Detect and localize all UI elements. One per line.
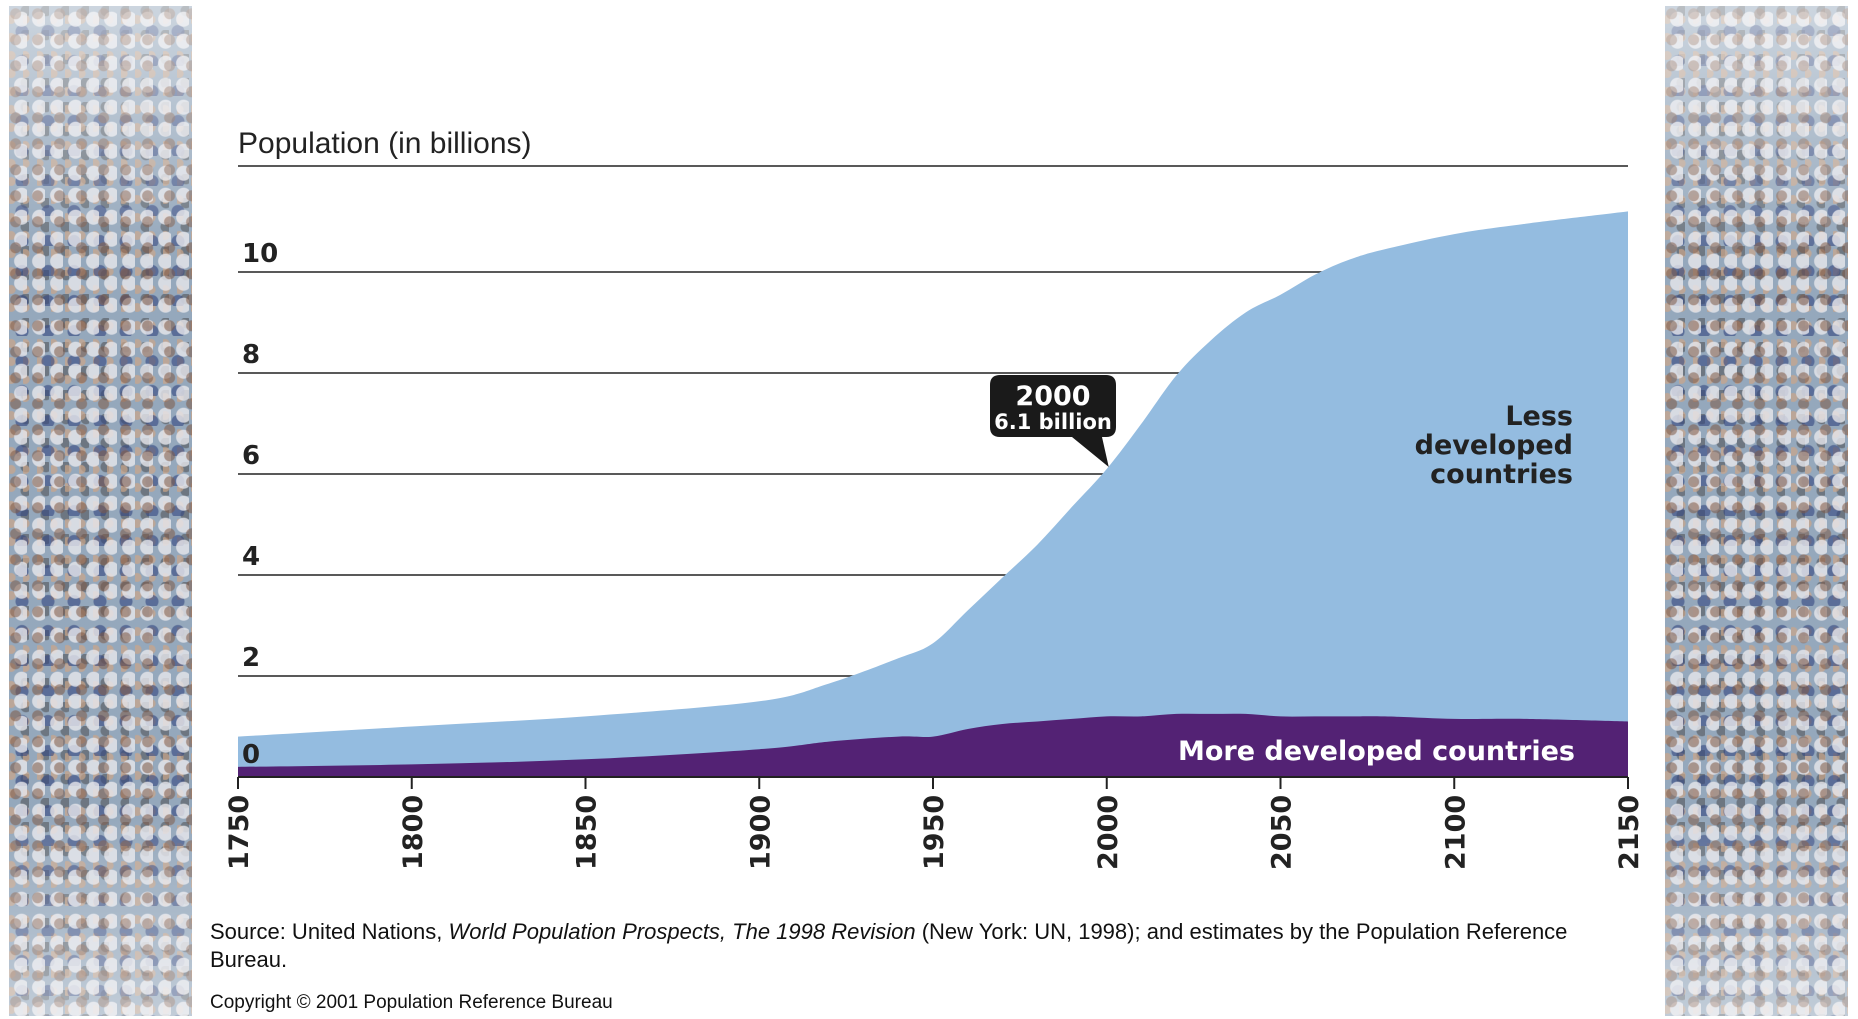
y-tick-label-2: 2 — [242, 643, 260, 673]
x-tick-label-1800: 1800 — [398, 795, 429, 870]
y-tick-label-6: 6 — [242, 441, 260, 471]
copyright-note: Copyright © 2001 Population Reference Bu… — [210, 992, 613, 1013]
y-tick-label-8: 8 — [242, 340, 260, 370]
y-tick-label-0: 0 — [242, 740, 260, 770]
series-label-line-1: Less — [1505, 401, 1573, 432]
area-more-developed — [238, 713, 1628, 777]
y-tick-label-10: 10 — [242, 239, 278, 269]
callout-value: 6.1 billion — [994, 410, 1112, 434]
x-axis: 1750 1800 1850 1900 1950 2000 2050 2100 2150 — [224, 776, 1645, 870]
x-tick-label-1950: 1950 — [919, 795, 950, 870]
source-note: Source: United Nations, World Population… — [210, 918, 1650, 974]
area-series — [238, 211, 1628, 777]
callout-bubble — [990, 375, 1116, 467]
callout-year: 2000 — [1015, 381, 1090, 412]
x-tick-label-2100: 2100 — [1440, 795, 1471, 870]
crowd-photo-right — [1665, 6, 1848, 1016]
source-title: World Population Prospects, The 1998 Rev… — [448, 919, 916, 944]
source-suffix: (New York: UN, 1998); and estimates by t… — [210, 919, 1568, 972]
x-tick-label-2150: 2150 — [1614, 795, 1645, 870]
series-label-less-developed: Less developed countries — [1415, 401, 1573, 490]
x-tick-label-1850: 1850 — [572, 795, 603, 870]
y-axis-label: Population (in billions) — [238, 127, 532, 160]
x-tick-label-1900: 1900 — [745, 795, 776, 870]
chart-labels: Population (in billions) 0 2 4 6 8 10 Less devel… — [238, 127, 1575, 770]
y-tick-label-4: 4 — [242, 542, 260, 572]
x-tick-label-2050: 2050 — [1267, 795, 1298, 870]
series-label-more-developed: More developed countries — [1178, 736, 1575, 767]
source-prefix: Source: United Nations, — [210, 919, 449, 944]
series-label-line-3: countries — [1430, 459, 1573, 490]
x-tick-label-2000: 2000 — [1093, 795, 1124, 870]
series-label-line-2: developed — [1415, 430, 1573, 461]
area-less-developed — [238, 211, 1628, 777]
crowd-photo-left — [9, 6, 192, 1016]
x-tick-label-1750: 1750 — [224, 795, 255, 870]
